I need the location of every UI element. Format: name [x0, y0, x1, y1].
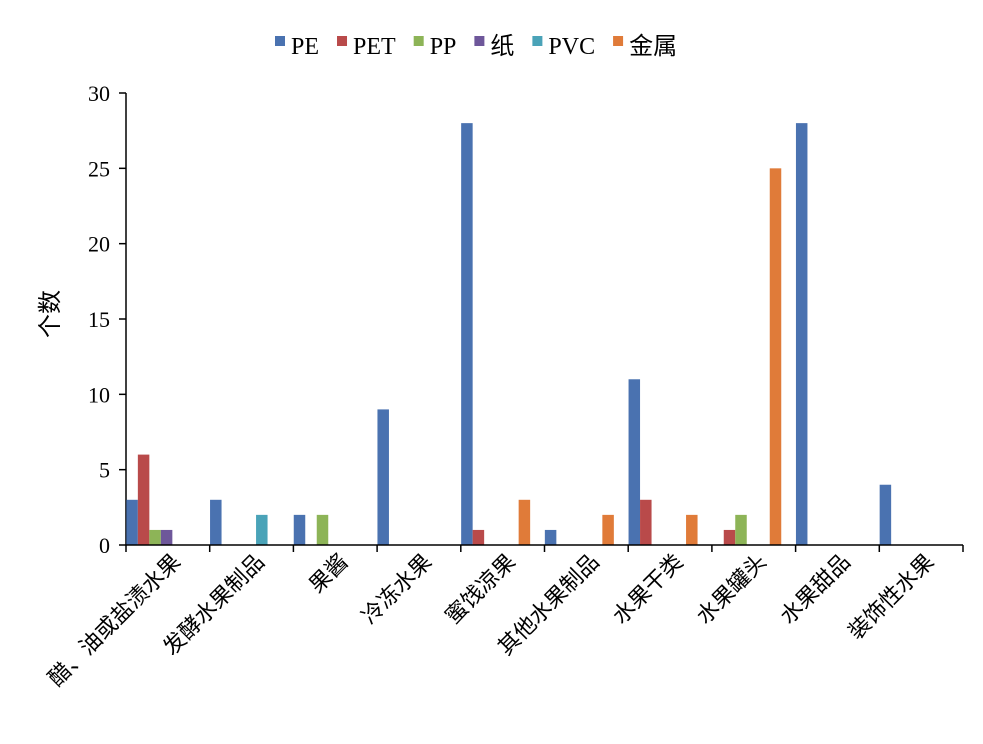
legend-swatch — [337, 36, 348, 46]
x-category-label: 醋、油或盐渍水果 — [44, 550, 186, 692]
bar — [293, 514, 306, 545]
legend-swatch — [613, 36, 624, 46]
bar — [149, 529, 161, 545]
bar — [126, 499, 138, 545]
x-category-label: 装饰性水果 — [844, 550, 939, 645]
y-tick-label: 25 — [88, 156, 110, 181]
bar — [640, 499, 652, 545]
y-tick-label: 15 — [88, 307, 110, 332]
legend-label: PVC — [548, 34, 595, 60]
bar — [461, 123, 473, 545]
bar — [602, 514, 614, 545]
bar — [472, 529, 485, 545]
y-axis: 0 5 10 15 20 25 30 — [88, 81, 127, 558]
bar — [723, 529, 736, 545]
y-tick-label: 10 — [88, 382, 110, 407]
bar — [256, 514, 268, 545]
bar — [879, 484, 892, 545]
x-category-label: 水果甜品 — [776, 550, 856, 630]
bar — [795, 123, 808, 545]
bar — [210, 499, 222, 545]
y-tick-label: 0 — [99, 533, 110, 558]
bar — [769, 168, 782, 546]
legend-label: PE — [291, 34, 319, 60]
bars — [126, 123, 892, 546]
bar — [137, 454, 150, 545]
x-category-label: 水果干类 — [608, 550, 688, 630]
legend-label: 金属 — [629, 33, 677, 60]
legend-swatch — [474, 36, 485, 46]
bar — [686, 514, 698, 545]
bar — [735, 514, 747, 545]
bar — [160, 529, 173, 545]
legend-label: 纸 — [490, 33, 514, 60]
y-tick-label: 5 — [99, 458, 110, 483]
y-tick-label: 30 — [88, 81, 110, 106]
bar — [628, 379, 641, 545]
legend-swatch — [275, 36, 285, 46]
legend-label: PP — [430, 34, 457, 60]
legend-swatch — [532, 36, 543, 46]
y-tick-label: 20 — [88, 232, 110, 257]
bar — [544, 529, 557, 545]
legend: PE PET PP 纸 PVC 金属 — [275, 33, 677, 60]
x-category-label: 果酱 — [305, 550, 354, 599]
bar — [377, 409, 389, 545]
bar — [518, 499, 531, 545]
legend-swatch — [413, 36, 424, 46]
x-category-label: 蜜饯凉果 — [441, 550, 521, 630]
y-axis-title: 个数 — [36, 290, 64, 338]
x-category-label: 冷冻水果 — [357, 550, 437, 630]
bar — [316, 514, 329, 545]
legend-label: PET — [353, 34, 396, 60]
x-category-label: 水果罐头 — [692, 550, 772, 630]
